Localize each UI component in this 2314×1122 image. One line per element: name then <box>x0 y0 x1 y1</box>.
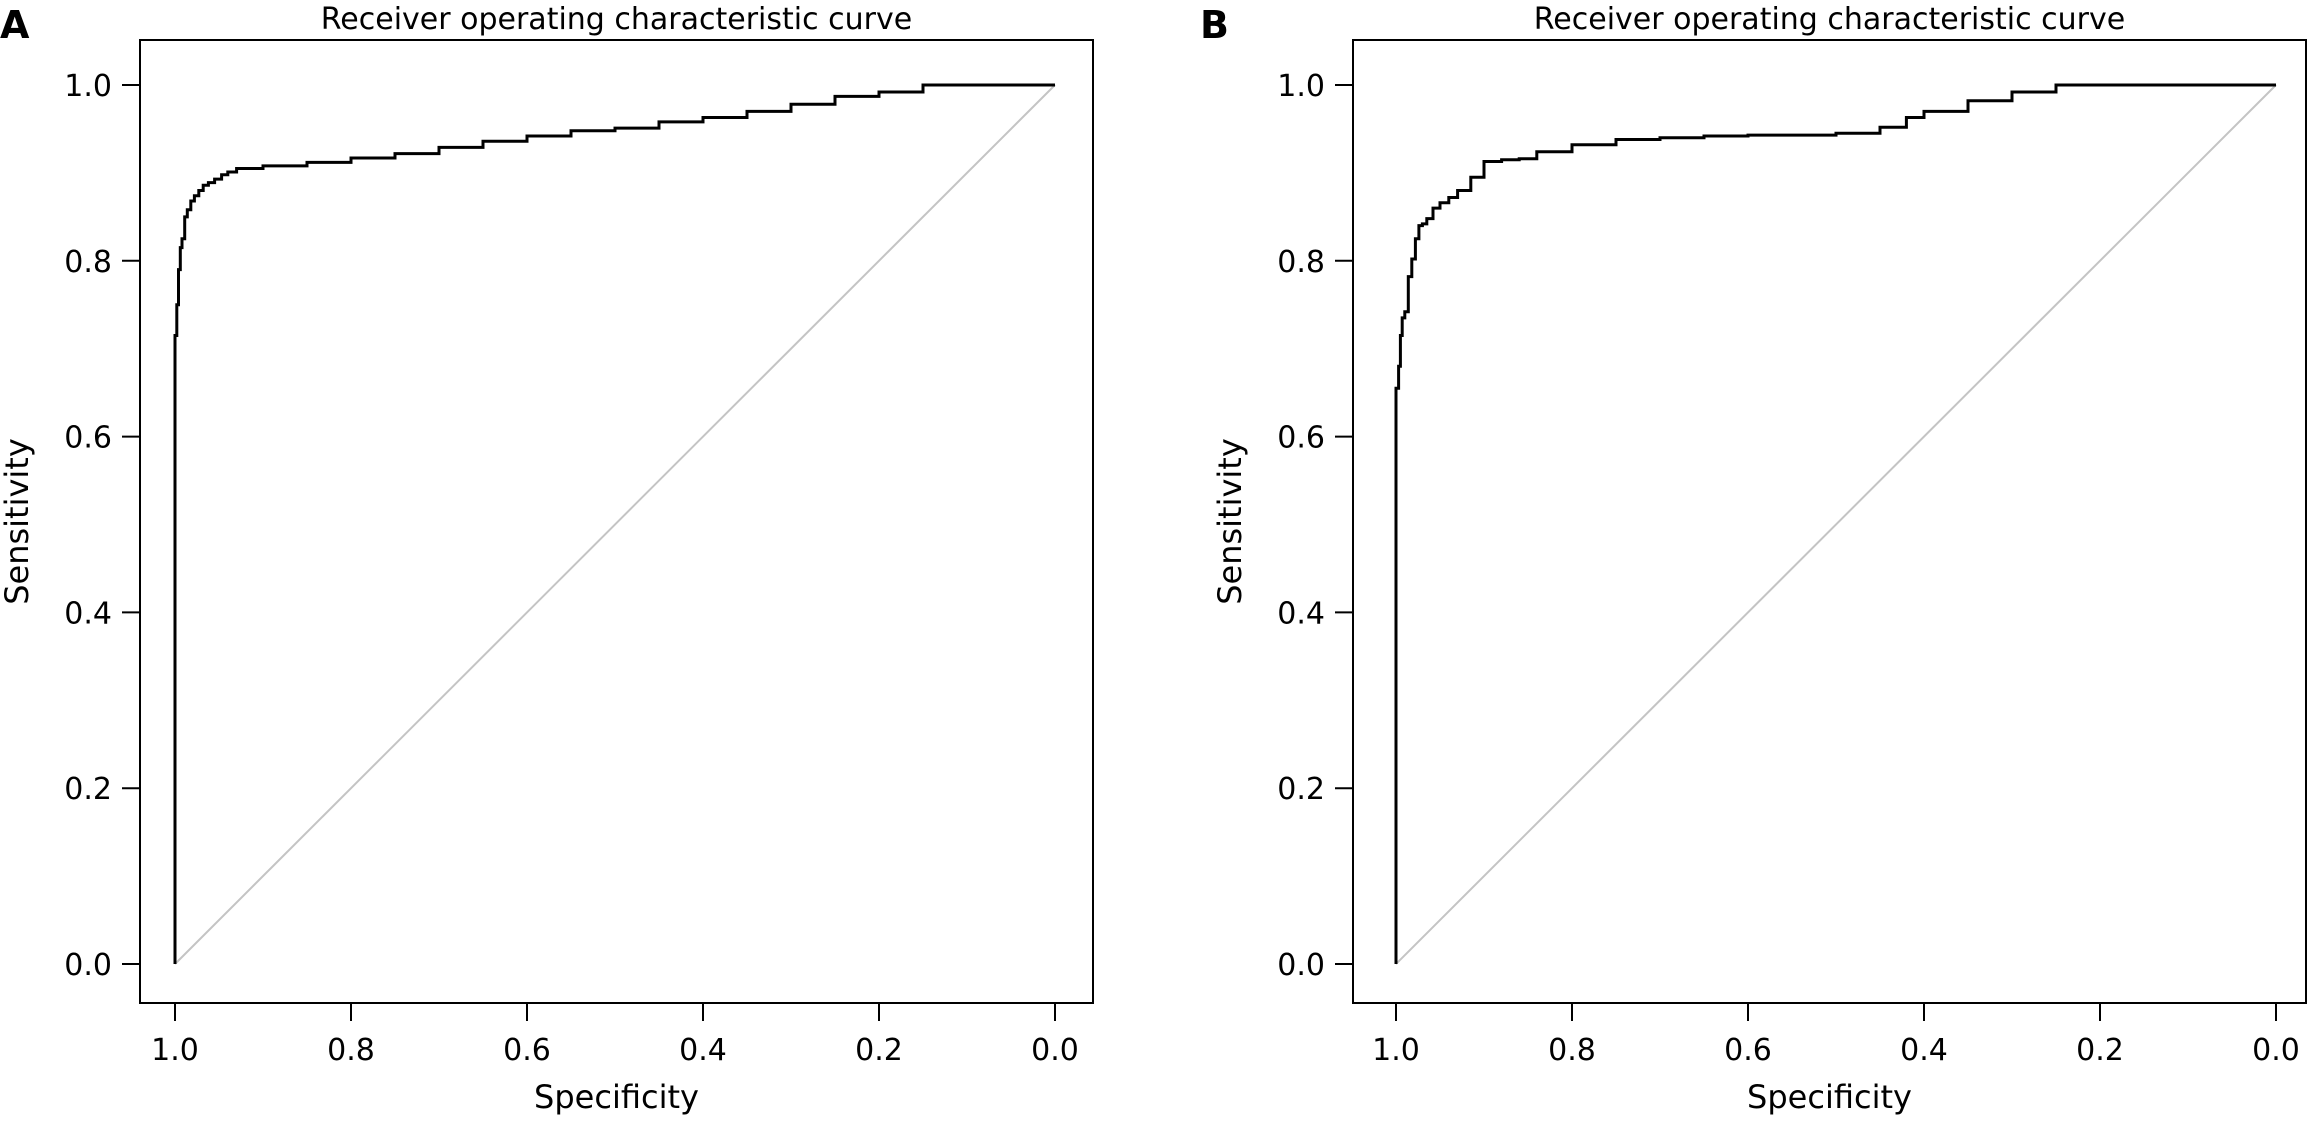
y-tick-label-a: 1.0 <box>64 69 112 104</box>
x-tick-label-b: 0.6 <box>1724 1033 1772 1068</box>
roc-panel-b: B Receiver operating characteristic curv… <box>1200 2 2307 1116</box>
x-tick-label-a: 1.0 <box>151 1033 199 1068</box>
x-tick-label-a: 0.0 <box>1031 1033 1079 1068</box>
x-tick-label-a: 0.4 <box>679 1033 727 1068</box>
chart-title-a: Receiver operating characteristic curve <box>321 2 912 37</box>
y-tick-label-b: 0.0 <box>1277 948 1325 983</box>
y-tick-label-b: 0.2 <box>1277 772 1325 807</box>
y-tick-label-b: 0.6 <box>1277 421 1325 456</box>
y-tick-label-a: 0.8 <box>64 245 112 280</box>
panel-letter-b: B <box>1200 3 1229 47</box>
roc-curve-a <box>173 83 1055 964</box>
y-tick-label-a: 0.0 <box>64 948 112 983</box>
x-tick-label-b: 0.4 <box>1900 1033 1948 1068</box>
panel-letter-a: A <box>0 3 30 47</box>
y-tick-label-a: 0.6 <box>64 421 112 456</box>
x-tick-label-b: 0.8 <box>1548 1033 1596 1068</box>
y-tick-label-a: 0.4 <box>64 596 112 631</box>
reference-line-b <box>1395 84 2277 965</box>
x-axis-label-a: Specificity <box>534 1078 699 1116</box>
x-axis-label-b: Specificity <box>1747 1078 1912 1116</box>
y-axis-label-a: Sensitivity <box>0 438 36 605</box>
x-tick-label-b: 0.0 <box>2252 1033 2300 1068</box>
x-tick-label-a: 0.2 <box>855 1033 903 1068</box>
y-tick-label-b: 0.4 <box>1277 596 1325 631</box>
x-tick-label-a: 0.8 <box>327 1033 375 1068</box>
roc-panel-a: A Receiver operating characteristic curv… <box>0 2 1094 1116</box>
x-tick-label-a: 0.6 <box>503 1033 551 1068</box>
y-tick-label-b: 0.8 <box>1277 245 1325 280</box>
plot-frame-b <box>1352 39 2307 1004</box>
x-tick-label-b: 0.2 <box>2076 1033 2124 1068</box>
x-tick-label-b: 1.0 <box>1372 1033 1420 1068</box>
roc-curve-b <box>1394 83 2276 964</box>
y-tick-label-b: 1.0 <box>1277 69 1325 104</box>
chart-title-b: Receiver operating characteristic curve <box>1534 2 2125 37</box>
y-tick-label-a: 0.2 <box>64 772 112 807</box>
plot-frame-a <box>139 39 1094 1004</box>
reference-line-a <box>174 84 1056 965</box>
y-axis-label-b: Sensitivity <box>1211 438 1249 605</box>
